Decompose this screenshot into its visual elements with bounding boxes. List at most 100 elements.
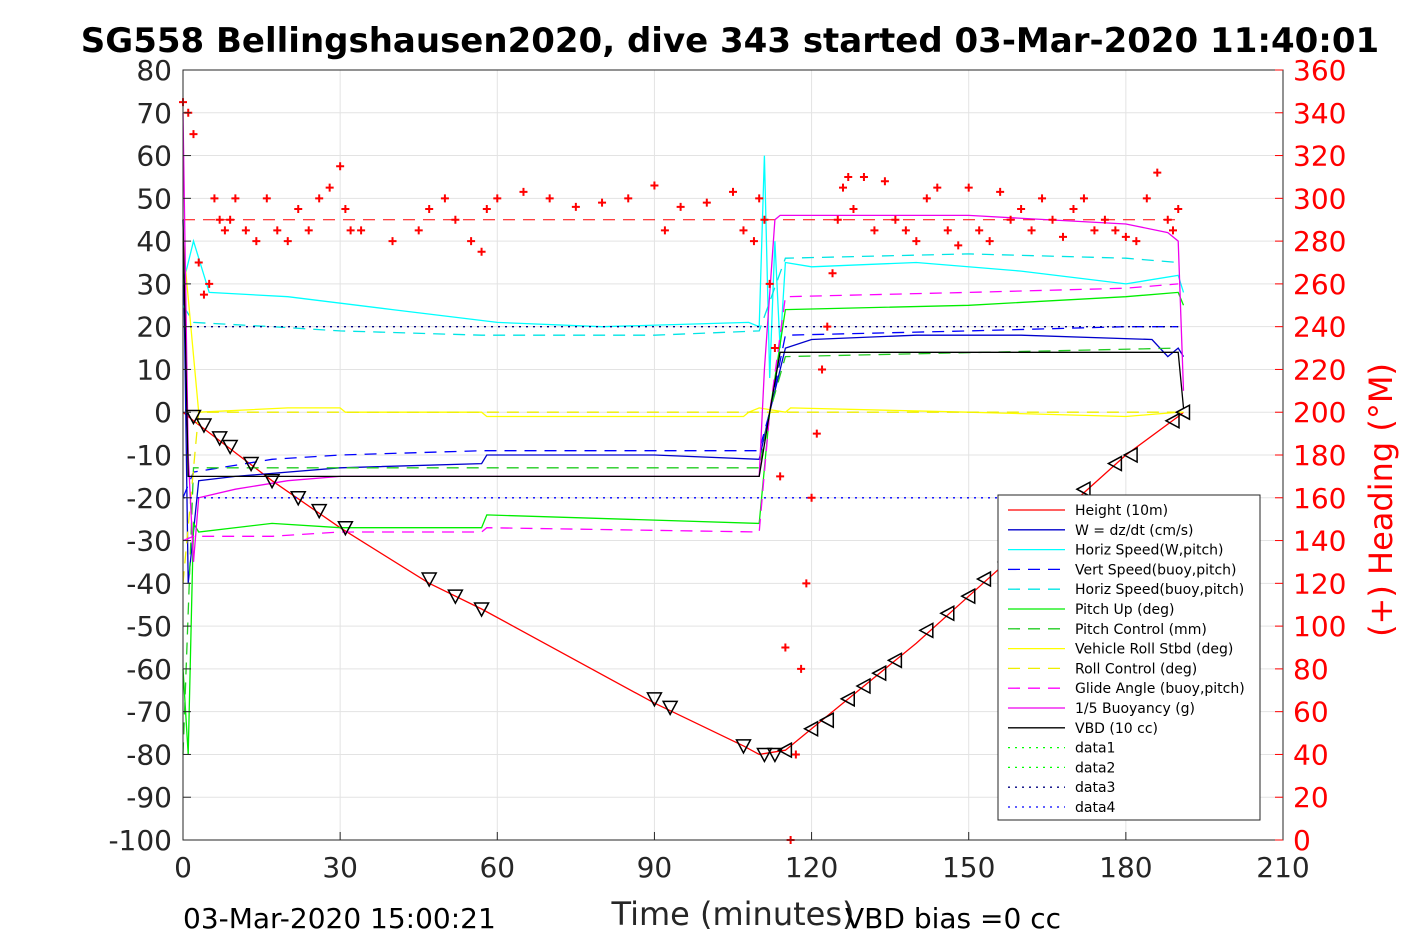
y-tick-label: -60 (126, 653, 172, 686)
heading-point (624, 194, 633, 203)
heading-point (294, 205, 303, 214)
heading-point (220, 226, 229, 235)
legend-label-glide_angle: Glide Angle (buoy,pitch) (1075, 681, 1245, 697)
heading-point (545, 194, 554, 203)
y2-tick-label: 220 (1293, 353, 1346, 386)
y2-tick-label: 100 (1293, 610, 1346, 643)
heading-point (802, 579, 811, 588)
y2-tick-label: 260 (1293, 268, 1346, 301)
heading-point (729, 187, 737, 196)
heading-point (231, 194, 240, 203)
y-tick-label: -10 (126, 439, 172, 472)
heading-point (194, 258, 203, 267)
heading-point (870, 226, 879, 235)
heading-point (1027, 226, 1036, 235)
vbd-marker (221, 439, 239, 456)
x-tick-label: 150 (942, 851, 995, 884)
heading-point (440, 194, 449, 203)
heading-point (357, 226, 366, 235)
y2-tick-label: 200 (1293, 396, 1346, 429)
legend-label-horiz_speed_model: Horiz Speed(buoy,pitch) (1075, 582, 1244, 598)
heading-point (519, 187, 528, 196)
heading-point (493, 194, 502, 203)
footer-vbd-bias: VBD bias =0 cc (845, 902, 1061, 935)
vbd-marker (185, 409, 202, 426)
heading-point (325, 183, 334, 192)
heading-point (477, 247, 486, 256)
y-tick-label: -50 (126, 610, 172, 643)
legend-label-buoyancy: 1/5 Buoyancy (g) (1075, 701, 1195, 717)
y2-tick-label: 40 (1293, 738, 1329, 771)
right-axis-label: (+) Heading (°M) (1362, 363, 1400, 637)
heading-point (1069, 205, 1078, 214)
vbd-marker (939, 605, 955, 622)
vbd-marker (1122, 446, 1138, 464)
heading-point (833, 215, 842, 224)
heading-point (226, 215, 235, 224)
x-tick-label: 180 (1099, 851, 1152, 884)
heading-point (985, 237, 994, 246)
vbd-marker (310, 503, 328, 520)
heading-point (1121, 232, 1130, 241)
heading-point (828, 269, 837, 278)
heading-point (215, 215, 224, 224)
series-vert_speed_model-line (182, 326, 1179, 499)
heading-point (880, 177, 889, 186)
heading-point (812, 429, 821, 438)
heading-point (571, 202, 580, 211)
legend-label-pitch: Pitch Up (deg) (1075, 602, 1174, 618)
legend-label-roll: Vehicle Roll Stbd (deg) (1075, 642, 1233, 658)
heading-point (823, 322, 832, 331)
series-vbd-line (182, 219, 1185, 478)
heading-point (781, 643, 790, 652)
heading-point (844, 172, 853, 181)
x-tick-label: 0 (174, 851, 192, 884)
y-tick-label: -40 (126, 567, 172, 600)
series-horiz_speed-line (182, 155, 1185, 379)
chart-title: SG558 Bellingshausen2020, dive 343 start… (81, 21, 1379, 61)
vbd-marker (886, 652, 903, 669)
legend-label-data3: data3 (1075, 780, 1115, 796)
legend-label-data4: data4 (1075, 800, 1116, 816)
heading-point (755, 194, 764, 203)
heading-point (891, 215, 900, 224)
series-w-line (182, 219, 1185, 584)
y-tick-label: 10 (136, 353, 172, 386)
heading-point (739, 226, 748, 235)
heading-point (922, 194, 931, 203)
y-tick-label: 60 (136, 140, 172, 173)
heading-point (467, 237, 476, 246)
heading-point (702, 198, 711, 207)
heading-point (241, 226, 250, 235)
y-tick-label: 40 (136, 225, 172, 258)
heading-point (451, 215, 460, 224)
heading-point (1079, 194, 1088, 203)
vbd-marker (975, 570, 992, 588)
y2-tick-label: 180 (1293, 439, 1346, 472)
heading-point (252, 237, 261, 246)
vbd-marker (756, 747, 773, 764)
vbd-marker (1164, 412, 1180, 430)
heading-point (1132, 237, 1141, 246)
heading-point (839, 183, 847, 192)
vbd-marker (1075, 480, 1091, 498)
vbd-marker (337, 520, 354, 537)
vbd-marker (918, 622, 934, 639)
heading-point (598, 198, 607, 207)
heading-point (189, 130, 198, 139)
heading-point (1006, 215, 1015, 224)
legend-label-vert_speed_model: Vert Speed(buoy,pitch) (1075, 562, 1237, 578)
heading-point (199, 290, 208, 299)
legend-label-data2: data2 (1075, 760, 1115, 776)
heading-point (482, 205, 491, 214)
heading-point (791, 750, 800, 759)
y-tick-label: 50 (136, 182, 172, 215)
series-pitch_control-line (182, 347, 1179, 755)
vbd-marker (871, 664, 887, 682)
vbd-marker (420, 572, 438, 588)
heading-point (1017, 205, 1026, 214)
plot-series (179, 98, 1191, 844)
legend-label-w: W = dz/dt (cm/s) (1075, 523, 1194, 539)
heading-point (760, 215, 769, 224)
legend: Height (10m) W = dz/dt (cm/s) Horiz Speed(… (997, 494, 1261, 821)
